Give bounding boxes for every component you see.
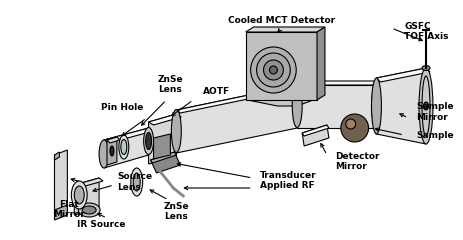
Polygon shape	[55, 150, 68, 215]
Polygon shape	[154, 134, 170, 159]
Text: ZnSe
Lens: ZnSe Lens	[163, 202, 189, 221]
Text: GSFC
TOF Axis: GSFC TOF Axis	[404, 22, 449, 41]
Polygon shape	[376, 68, 426, 144]
Ellipse shape	[250, 47, 296, 93]
Ellipse shape	[292, 84, 302, 127]
Polygon shape	[317, 27, 325, 100]
Text: Sample
Mirror: Sample Mirror	[416, 102, 454, 122]
Ellipse shape	[131, 168, 143, 196]
Ellipse shape	[263, 60, 283, 80]
Ellipse shape	[71, 181, 87, 209]
Ellipse shape	[110, 146, 114, 156]
Text: Cooled MCT Detector: Cooled MCT Detector	[228, 16, 335, 25]
Polygon shape	[297, 85, 376, 128]
Text: Pin Hole: Pin Hole	[101, 103, 144, 112]
Ellipse shape	[82, 206, 96, 214]
Polygon shape	[376, 68, 430, 82]
Ellipse shape	[341, 114, 369, 142]
Polygon shape	[107, 137, 117, 165]
Polygon shape	[149, 114, 176, 164]
Text: IR Source: IR Source	[77, 220, 125, 229]
Ellipse shape	[424, 102, 428, 110]
Polygon shape	[55, 205, 68, 220]
Ellipse shape	[171, 109, 181, 152]
Polygon shape	[150, 152, 176, 163]
Ellipse shape	[257, 53, 290, 87]
Polygon shape	[297, 81, 381, 85]
Polygon shape	[302, 125, 329, 146]
Ellipse shape	[346, 119, 356, 129]
Ellipse shape	[269, 66, 277, 74]
Text: Transducer: Transducer	[260, 170, 316, 180]
Polygon shape	[74, 178, 103, 188]
Text: Applied RF: Applied RF	[260, 181, 314, 191]
Text: Source
Lens: Source Lens	[117, 172, 152, 192]
Text: ZnSe
Lens: ZnSe Lens	[157, 75, 183, 94]
Ellipse shape	[74, 186, 84, 204]
Polygon shape	[55, 152, 59, 160]
Ellipse shape	[144, 127, 154, 155]
Ellipse shape	[422, 66, 430, 71]
Ellipse shape	[121, 139, 127, 155]
Polygon shape	[150, 152, 180, 173]
Polygon shape	[246, 32, 317, 100]
Text: AOTF: AOTF	[203, 87, 230, 96]
Polygon shape	[107, 137, 120, 143]
Polygon shape	[176, 85, 301, 113]
Polygon shape	[302, 125, 329, 136]
Polygon shape	[176, 85, 297, 153]
Ellipse shape	[371, 78, 382, 134]
Text: Flat
Mirror: Flat Mirror	[53, 200, 85, 219]
Ellipse shape	[419, 68, 433, 144]
Ellipse shape	[99, 140, 109, 168]
Ellipse shape	[371, 84, 382, 127]
Ellipse shape	[146, 132, 151, 150]
Text: Detector
Mirror: Detector Mirror	[335, 152, 379, 171]
Ellipse shape	[422, 76, 430, 136]
Ellipse shape	[119, 135, 129, 159]
Polygon shape	[149, 114, 181, 125]
Polygon shape	[104, 128, 149, 168]
Text: Sample: Sample	[416, 131, 454, 139]
Ellipse shape	[133, 173, 140, 191]
Polygon shape	[74, 178, 99, 215]
Polygon shape	[248, 100, 313, 106]
Ellipse shape	[78, 203, 100, 217]
Polygon shape	[104, 128, 154, 143]
Polygon shape	[246, 27, 325, 32]
